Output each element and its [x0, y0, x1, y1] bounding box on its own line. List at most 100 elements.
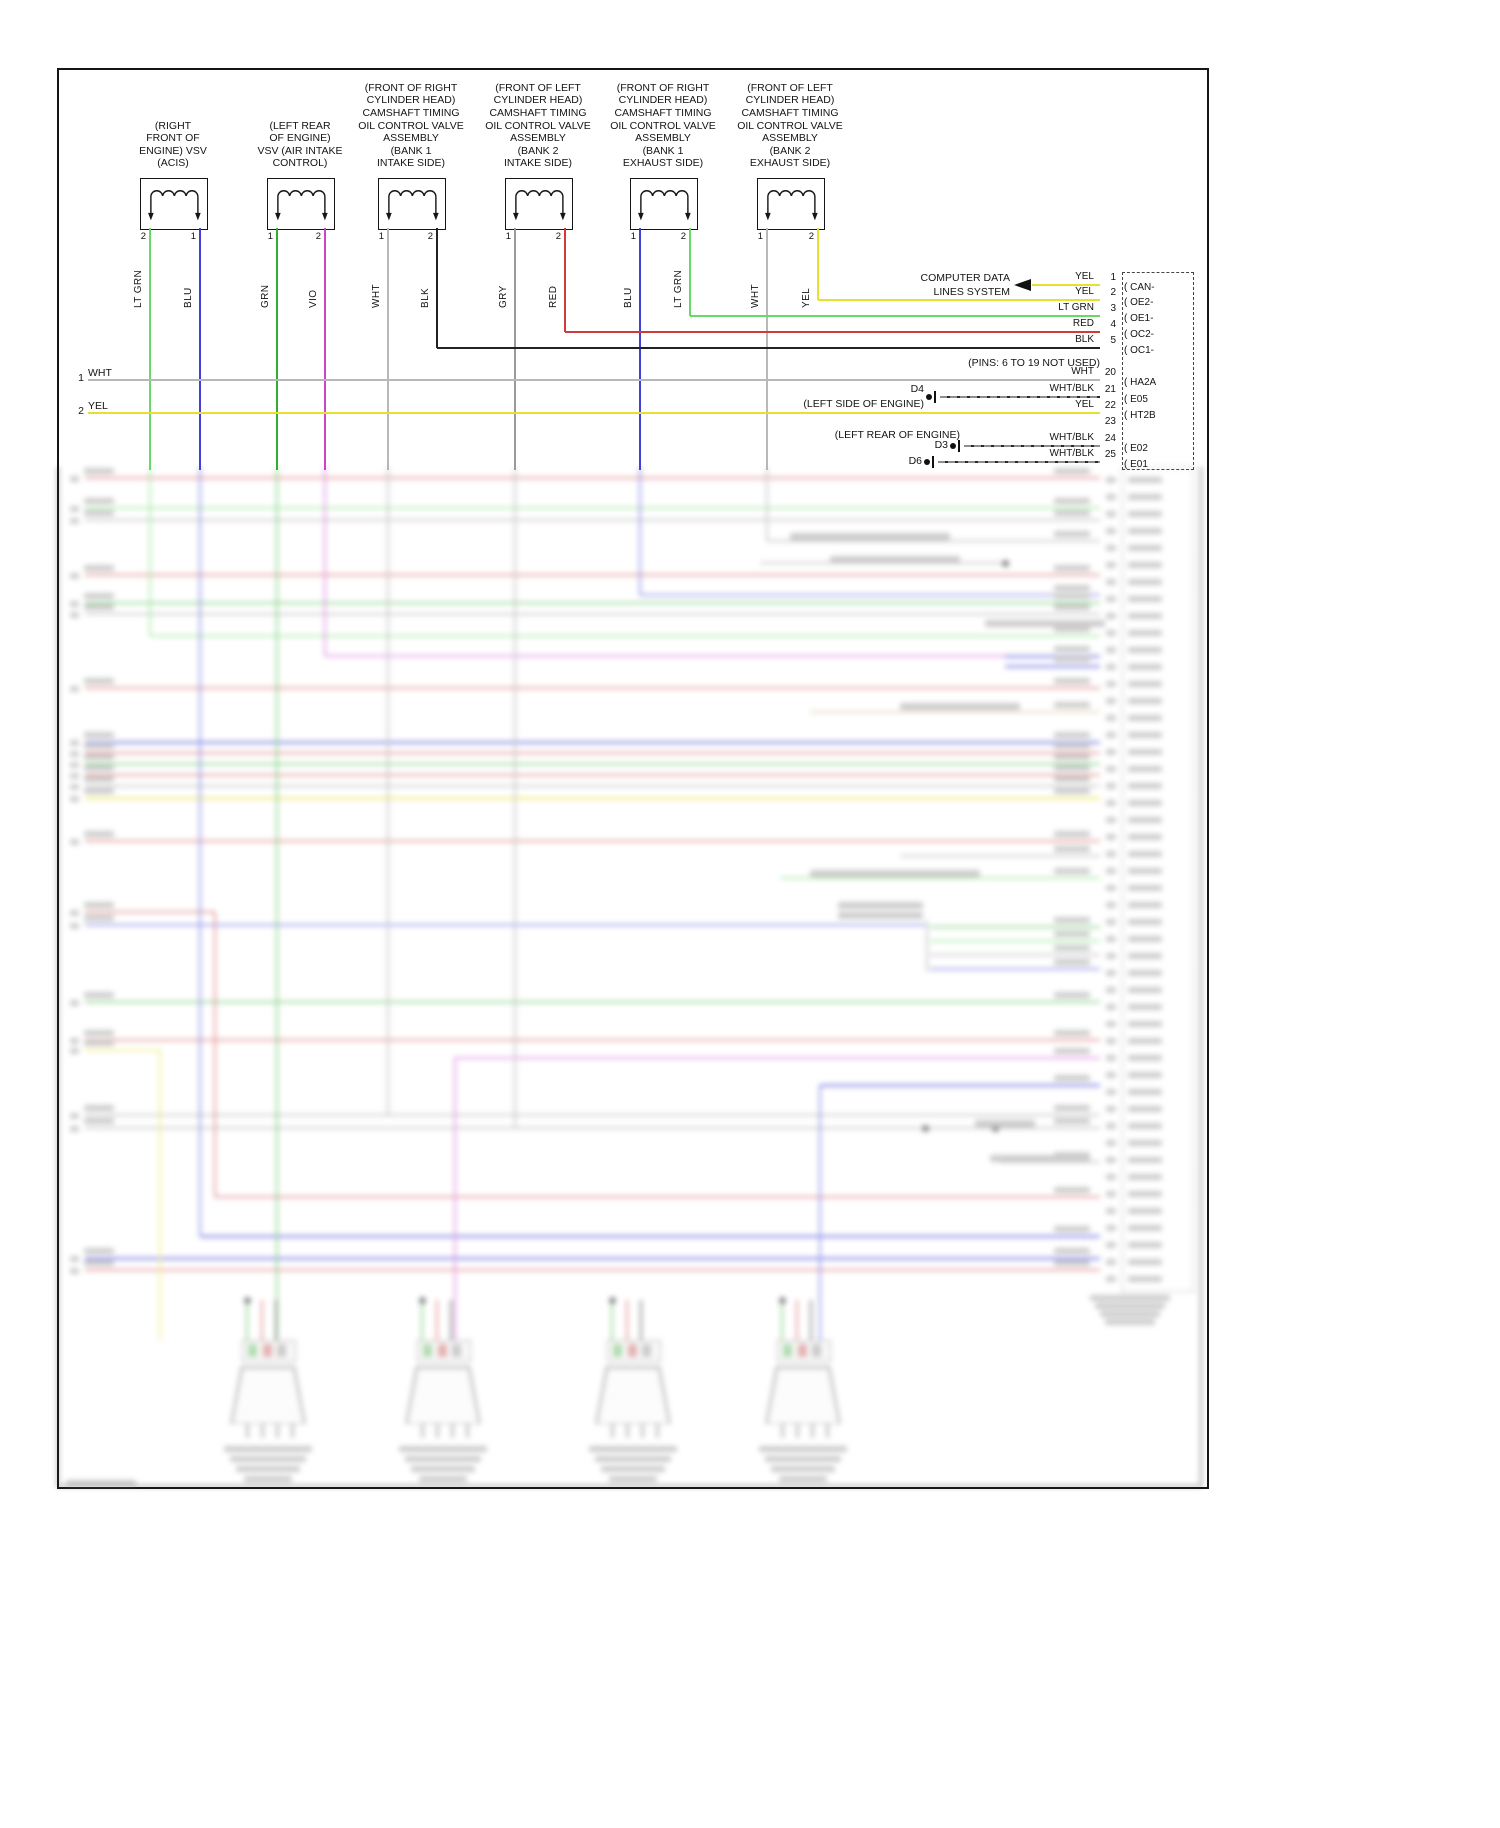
blur-text-blob	[985, 620, 1105, 627]
wire-color-label: WHT	[750, 284, 761, 308]
blur-wire-h	[85, 740, 1100, 744]
blur-text-blob	[1128, 1072, 1162, 1078]
pin-number: 2	[315, 231, 321, 242]
blur-text-blob	[1106, 783, 1116, 789]
pin-number: 1	[505, 231, 511, 242]
wire-color-label: LT GRN	[673, 269, 684, 308]
ground-connector-icon-d3-bar	[958, 440, 960, 452]
wire-horizontal	[940, 396, 1100, 398]
wire-color-label: BLU	[183, 287, 194, 308]
blur-text-blob	[1106, 1072, 1116, 1078]
wire-horizontal	[818, 299, 1100, 301]
solenoid-coil-icon	[386, 190, 439, 221]
pin-number: 2	[427, 231, 433, 242]
blur-wire-v	[454, 1058, 456, 1340]
blur-coil-pin	[263, 1344, 272, 1357]
blur-wire-h	[455, 1057, 1100, 1059]
blur-wire-h	[85, 613, 1100, 615]
blur-wire-h	[85, 774, 1100, 776]
blur-text-blob	[1128, 647, 1162, 653]
wire-vertical	[639, 228, 641, 470]
wire-color-label: WHT	[371, 284, 382, 308]
blur-coil-pin	[812, 1344, 821, 1357]
blur-text-blob	[1128, 800, 1162, 806]
left-line-2-number: 2	[78, 405, 84, 417]
blur-text-blob	[838, 902, 923, 909]
pins-not-used-label: (PINS: 6 TO 19 NOT USED)	[968, 357, 1100, 369]
blur-wire-v	[436, 1300, 438, 1345]
blur-text-blob	[1128, 953, 1162, 959]
ecm-wire-color-label: RED	[1072, 318, 1094, 329]
left-line-1-color: WHT	[88, 367, 112, 379]
blur-text-blob	[70, 476, 79, 482]
wire-horizontal	[88, 379, 1100, 381]
blur-text-blob	[1054, 959, 1090, 965]
blur-text-blob	[1106, 1089, 1116, 1095]
ground-d3-label: D3	[934, 439, 948, 451]
blur-wire-h	[767, 540, 1100, 542]
blur-text-blob	[771, 1466, 835, 1472]
pin-number: 2	[555, 231, 561, 242]
blur-text-blob	[1106, 664, 1116, 670]
component-label-ocv-bank2-intake: (FRONT OF LEFT CYLINDER HEAD) CAMSHAFT TIM…	[485, 81, 591, 170]
blur-coil-terminal	[656, 1424, 659, 1438]
blur-text-blob	[1128, 851, 1162, 857]
ecm-wire-color-label: WHT	[1071, 366, 1094, 377]
blur-text-blob	[900, 703, 1020, 710]
blur-wire-v	[324, 467, 326, 656]
blur-text-blob	[1054, 1226, 1090, 1232]
blur-text-blob	[1106, 1174, 1116, 1180]
computer-data-lines-label-1: COMPUTER DATA	[920, 272, 1010, 284]
ground-connector-icon-d4-bar	[934, 391, 936, 403]
blur-text-blob	[1106, 647, 1116, 653]
blur-wire-h	[85, 1127, 1100, 1129]
blur-text-blob	[1128, 579, 1162, 585]
blur-text-blob	[244, 1476, 292, 1482]
blur-text-blob	[70, 751, 79, 757]
blur-text-blob	[1054, 678, 1090, 684]
blur-text-blob	[1054, 565, 1090, 571]
blur-wire-h	[810, 711, 1100, 713]
blur-junction-dot	[609, 1297, 616, 1304]
blur-wire-h	[85, 687, 1100, 689]
ecm-pin-number: 20	[1104, 367, 1116, 378]
left-line-2-color: YEL	[88, 400, 108, 412]
blur-text-blob	[70, 518, 79, 524]
wire-vertical	[436, 228, 438, 348]
ecm-pin-number: 3	[1110, 303, 1116, 314]
blur-text-blob	[1128, 919, 1162, 925]
blur-text-blob	[1106, 987, 1116, 993]
wire-color-label: VIO	[308, 289, 319, 308]
blur-wire-h	[85, 507, 1100, 509]
blur-text-blob	[84, 1030, 114, 1036]
blur-text-blob	[1106, 868, 1116, 874]
blur-text-blob	[1128, 562, 1162, 568]
solenoid-coil-icon	[148, 190, 201, 221]
component-box-ocv-bank1-exhaust	[630, 178, 698, 230]
blur-text-blob	[70, 839, 79, 845]
blur-text-blob	[1128, 885, 1162, 891]
blur-wire-v	[639, 467, 641, 595]
blur-coil-terminal	[811, 1424, 814, 1438]
blur-wire-h	[85, 519, 1100, 521]
blur-text-blob	[759, 1446, 847, 1452]
blur-text-blob	[1054, 1048, 1090, 1054]
blur-text-blob	[70, 773, 79, 779]
blurred-lower-section	[57, 467, 1245, 1535]
ecm-pin-name: ( HT2B	[1124, 410, 1156, 421]
ecm-pin-name: ( OC1-	[1124, 345, 1154, 356]
blur-text-blob	[84, 593, 114, 599]
blur-text-blob	[84, 678, 114, 684]
blur-text-blob	[1128, 732, 1162, 738]
blur-text-blob	[70, 784, 79, 790]
blur-text-blob	[1054, 788, 1090, 794]
blur-wire-v	[246, 1300, 248, 1345]
blur-wire-v	[159, 1050, 161, 1340]
blur-text-blob	[1106, 681, 1116, 687]
blur-text-blob	[70, 1126, 79, 1132]
blur-wire-h	[85, 924, 925, 926]
wire-horizontal	[964, 445, 1100, 447]
blur-wire-v	[261, 1300, 263, 1345]
blur-wire-h	[85, 796, 1100, 800]
wire-color-label: LT GRN	[133, 269, 144, 308]
